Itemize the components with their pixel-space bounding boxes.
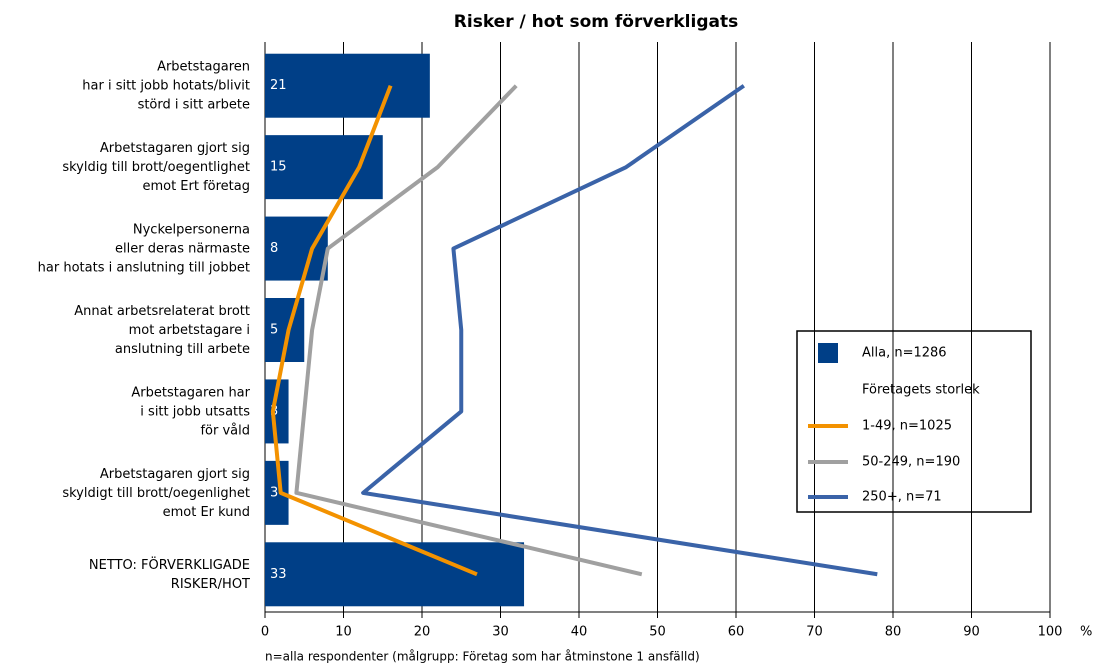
x-tick-label: 10 <box>335 625 352 640</box>
line <box>361 84 878 577</box>
category-label: Arbetstagaren har i sitt jobb hotats/bliv… <box>82 59 250 112</box>
category-label: Annat arbetsrelaterat brott mot arbetstag… <box>74 304 250 357</box>
bar <box>265 216 328 281</box>
legend-label: 250+, n=71 <box>862 490 942 505</box>
bar <box>265 542 525 607</box>
bar-value-label: 21 <box>270 78 287 93</box>
category-label: Nyckelpersonerna eller deras närmaste har … <box>38 222 250 275</box>
bar-value-label: 15 <box>270 160 287 175</box>
bar <box>265 53 430 118</box>
category-label: Arbetstagaren gjort sig skyldig till brot… <box>62 141 250 194</box>
category-label: Arbetstagaren har i sitt jobb utsatts för … <box>131 385 250 438</box>
bar-value-label: 33 <box>270 567 287 582</box>
legend-label: Alla, n=1286 <box>862 346 947 361</box>
legend-swatch <box>818 343 838 363</box>
bar <box>265 135 383 200</box>
category-label: NETTO: FÖRVERKLIGADE RISKER/HOT <box>89 555 250 591</box>
line <box>294 84 643 577</box>
line <box>270 84 478 577</box>
bar <box>265 379 289 444</box>
chart-title: Risker / hot som förverkligats <box>454 12 738 32</box>
x-tick-label: 90 <box>963 625 980 640</box>
legend-label: 50-249, n=190 <box>862 455 960 470</box>
x-tick-label: 40 <box>571 625 588 640</box>
bar-value-label: 8 <box>270 241 278 256</box>
x-tick-label: 50 <box>649 625 666 640</box>
x-tick-label: 30 <box>492 625 509 640</box>
x-tick-label: 60 <box>728 625 745 640</box>
legend-subtitle: Företagets storlek <box>862 383 980 398</box>
x-unit: % <box>1080 625 1092 640</box>
legend-label: 1-49, n=1025 <box>862 419 952 434</box>
x-tick-label: 80 <box>885 625 902 640</box>
bar <box>265 460 289 525</box>
x-tick-label: 70 <box>806 625 823 640</box>
bar-value-label: 3 <box>270 485 278 500</box>
x-tick-label: 100 <box>1038 625 1063 640</box>
x-tick-label: 0 <box>261 625 269 640</box>
category-label: Arbetstagaren gjort sig skyldigt till bro… <box>62 466 250 519</box>
bar-value-label: 5 <box>270 323 278 338</box>
footnote: n=alla respondenter (målgrupp: Företag s… <box>265 650 700 664</box>
x-tick-label: 20 <box>414 625 431 640</box>
